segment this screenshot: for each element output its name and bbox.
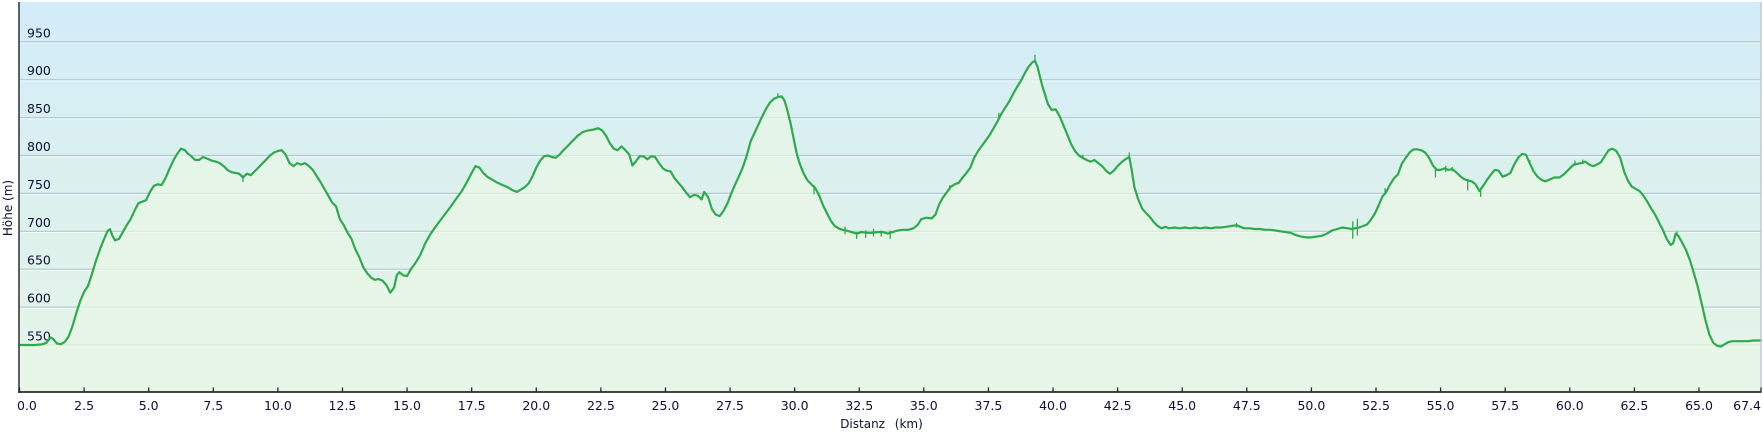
y-tick-label: 900 — [27, 63, 51, 78]
x-tick-label: 37.5 — [975, 398, 1003, 413]
x-tick-label: 62.5 — [1620, 398, 1648, 413]
x-axis-ticks — [18, 387, 1762, 392]
x-tick-label: 2.5 — [74, 398, 94, 413]
y-axis-tick-labels: 550 600 650 700 750 800 850 900 950 — [27, 25, 51, 343]
x-tick-label: 20.0 — [522, 398, 550, 413]
x-tick-label: 65.0 — [1685, 398, 1713, 413]
x-tick-label: 0.0 — [17, 398, 37, 413]
x-tick-label: 15.0 — [393, 398, 421, 413]
x-tick-label: 7.5 — [203, 398, 223, 413]
x-tick-label: 5.0 — [139, 398, 159, 413]
x-tick-label: 35.0 — [910, 398, 938, 413]
x-tick-label: 60.0 — [1556, 398, 1584, 413]
x-tick-label: 52.5 — [1362, 398, 1390, 413]
x-tick-label: 50.0 — [1297, 398, 1325, 413]
y-tick-label: 750 — [27, 177, 51, 192]
x-tick-label: 32.5 — [845, 398, 873, 413]
x-tick-label: 57.5 — [1491, 398, 1519, 413]
x-tick-label: 40.0 — [1039, 398, 1067, 413]
elevation-area-fill — [19, 60, 1761, 393]
x-tick-label: 22.5 — [587, 398, 615, 413]
y-tick-label: 650 — [27, 253, 51, 268]
noise-spikes — [242, 54, 1678, 239]
y-tick-label: 950 — [27, 25, 51, 40]
x-tick-label: 10.0 — [264, 398, 292, 413]
x-tick-label: 67.4 — [1733, 398, 1761, 413]
x-tick-label: 42.5 — [1104, 398, 1132, 413]
x-tick-label: 30.0 — [781, 398, 809, 413]
y-tick-label: 800 — [27, 139, 51, 154]
y-tick-label: 600 — [27, 291, 51, 306]
x-axis-title: Distanz (km) — [840, 417, 923, 431]
y-tick-label: 550 — [27, 329, 51, 344]
x-tick-label: 25.0 — [652, 398, 680, 413]
x-tick-label: 47.5 — [1233, 398, 1261, 413]
x-tick-label: 55.0 — [1427, 398, 1455, 413]
y-axis-title: Höhe (m) — [1, 179, 15, 237]
x-tick-label: 27.5 — [716, 398, 744, 413]
x-tick-label: 45.0 — [1168, 398, 1196, 413]
y-tick-label: 700 — [27, 215, 51, 230]
y-tick-label: 850 — [27, 101, 51, 116]
elevation-line — [18, 59, 1763, 348]
x-axis-tick-labels: 0.0 2.5 5.0 7.5 10.0 12.5 15.0 17.5 20.0 22.5 25.0… — [17, 398, 1761, 413]
x-tick-label: 17.5 — [458, 398, 486, 413]
x-tick-label: 12.5 — [329, 398, 357, 413]
